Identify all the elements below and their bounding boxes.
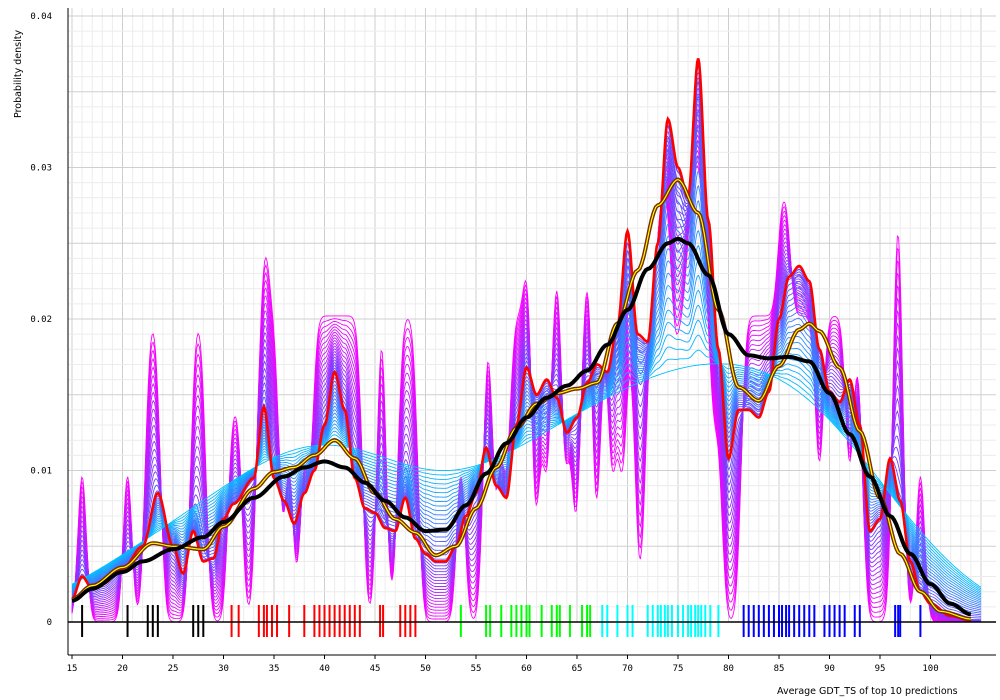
highlight-curves [71, 58, 972, 622]
y-tick-label: 0.04 [30, 12, 52, 22]
x-tick-label: 60 [521, 664, 532, 674]
bandwidth-curve [71, 274, 982, 598]
bandwidth-curve [71, 334, 982, 591]
axes [67, 8, 996, 656]
x-tick-label: 100 [922, 664, 938, 674]
rug-plot [81, 605, 922, 637]
bandwidth-curve [71, 104, 981, 622]
bandwidth-curve [71, 154, 981, 623]
x-tick-label: 85 [774, 664, 785, 674]
bandwidth-curve [71, 170, 982, 609]
x-tick-label: 95 [875, 664, 886, 674]
bandwidth-curve [71, 304, 982, 595]
x-tick-label: 20 [117, 664, 128, 674]
bandwidth-curve [71, 349, 982, 590]
bandwidth-curve [71, 200, 982, 606]
y-tick-label: 0.03 [30, 164, 52, 174]
y-tick-label: 0.02 [30, 315, 52, 325]
bandwidth-curve [71, 289, 982, 596]
x-tick-label: 75 [673, 664, 684, 674]
bandwidth-curve [71, 214, 982, 604]
x-tick-label: 90 [824, 664, 835, 674]
series-line-smooth-black [71, 236, 972, 617]
bandwidth-curve [71, 140, 982, 613]
y-tick-label: 0 [47, 618, 52, 628]
bandwidth-curve [71, 165, 981, 623]
bandwidth-curve [71, 144, 981, 623]
bandwidth-curve [71, 155, 982, 611]
x-tick-label: 70 [622, 664, 633, 674]
bandwidth-curve [71, 77, 981, 622]
bandwidth-curve [71, 139, 981, 623]
bandwidth-curve [71, 82, 981, 622]
y-axis-title: Probability density [13, 30, 24, 118]
bandwidth-curve [71, 230, 982, 603]
x-tick-label: 35 [269, 664, 280, 674]
bandwidth-curve [71, 98, 981, 622]
x-tick-label: 30 [218, 664, 229, 674]
bandwidth-curve [71, 93, 981, 622]
x-tick-label: 15 [67, 664, 78, 674]
x-tick-label: 55 [471, 664, 482, 674]
bandwidth-curve [71, 185, 982, 608]
x-tick-label: 25 [168, 664, 179, 674]
bandwidth-curve [71, 88, 981, 622]
bandwidth-curve [71, 319, 982, 593]
bandwidth-curve [71, 109, 981, 622]
x-tick-label: 50 [420, 664, 431, 674]
x-tick-label: 45 [370, 664, 381, 674]
x-tick-label: 40 [319, 664, 330, 674]
y-tick-label: 0.01 [30, 467, 52, 477]
x-tick-label: 65 [572, 664, 583, 674]
bandwidth-curve [71, 159, 981, 623]
bandwidth-curve [71, 149, 981, 623]
x-axis-title: Average GDT_TS of top 10 predictions [777, 686, 958, 697]
bandwidth-curve [71, 363, 982, 588]
bandwidth-curve [71, 114, 981, 622]
bandwidth-curve [71, 125, 982, 614]
x-tick-label: 80 [723, 664, 734, 674]
bandwidth-curve [71, 110, 982, 616]
tick-labels: 15 20 25 30 35 40 45 50 55 60 65 70 75 80 85 90 95 100 0 0.… [30, 12, 938, 674]
